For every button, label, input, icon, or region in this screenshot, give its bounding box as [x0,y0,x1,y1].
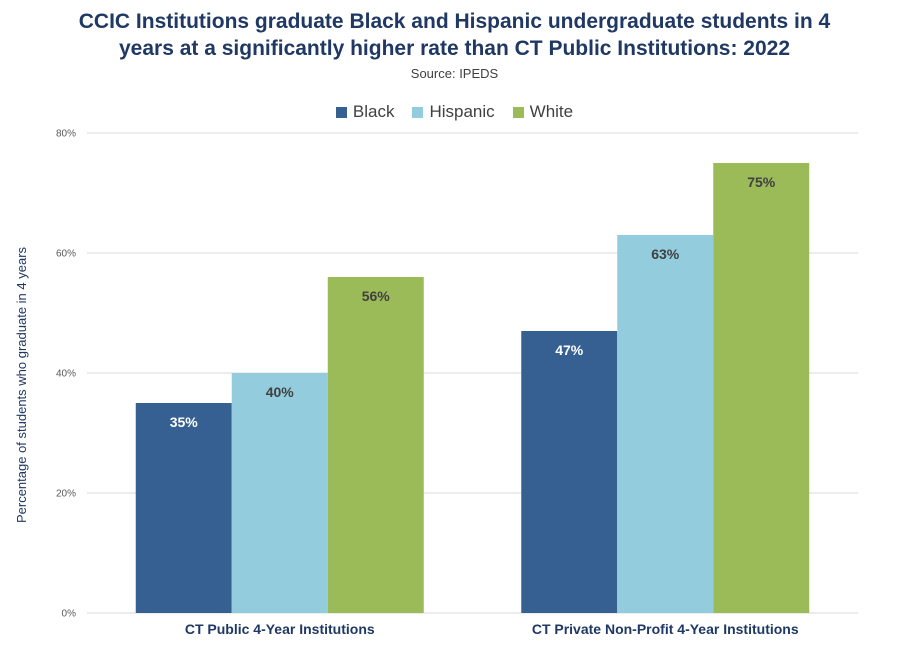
data-label: 56% [362,288,391,304]
legend-swatch-black [335,106,347,118]
data-label: 47% [555,342,584,358]
chart-source: Source: IPEDS [410,66,499,81]
legend-swatch-hispanic [412,106,424,118]
legend-item-white: White [512,102,574,122]
chart-title-line-1: CCIC Institutions graduate Black and His… [78,10,831,33]
legend-swatch-white [512,106,524,118]
y-tick-label: 20% [56,489,76,500]
legend-label-black: Black [352,102,395,121]
y-tick-label: 40% [56,369,76,380]
legend-label-white: White [529,102,574,121]
bar-white-0 [327,277,424,613]
y-tick-label: 60% [56,249,76,260]
data-label: 75% [747,174,776,190]
y-tick-label: 80% [56,129,76,140]
chart-legend: Black Hispanic White [0,102,909,122]
chart-title: CCIC Institutions graduate Black and His… [0,8,909,62]
y-axis-title: Percentage of students who graduate in 4… [14,246,29,523]
legend-item-black: Black [335,102,395,122]
legend-label-hispanic: Hispanic [429,102,495,121]
legend-item-hispanic: Hispanic [412,102,495,122]
bar-white-1 [713,163,810,613]
x-category-label: CT Private Non-Profit 4-Year Institution… [532,621,799,637]
y-tick-label: 0% [62,609,77,620]
chart-title-line-2: years at a significantly higher rate tha… [119,37,790,60]
bar-black-0 [135,403,232,613]
data-label: 35% [170,414,199,430]
data-label: 40% [266,384,295,400]
bar-hispanic-1 [617,235,714,613]
bar-black-1 [521,331,618,613]
x-category-label: CT Public 4-Year Institutions [185,621,375,637]
bar-hispanic-0 [231,373,328,613]
data-label: 63% [651,246,680,262]
